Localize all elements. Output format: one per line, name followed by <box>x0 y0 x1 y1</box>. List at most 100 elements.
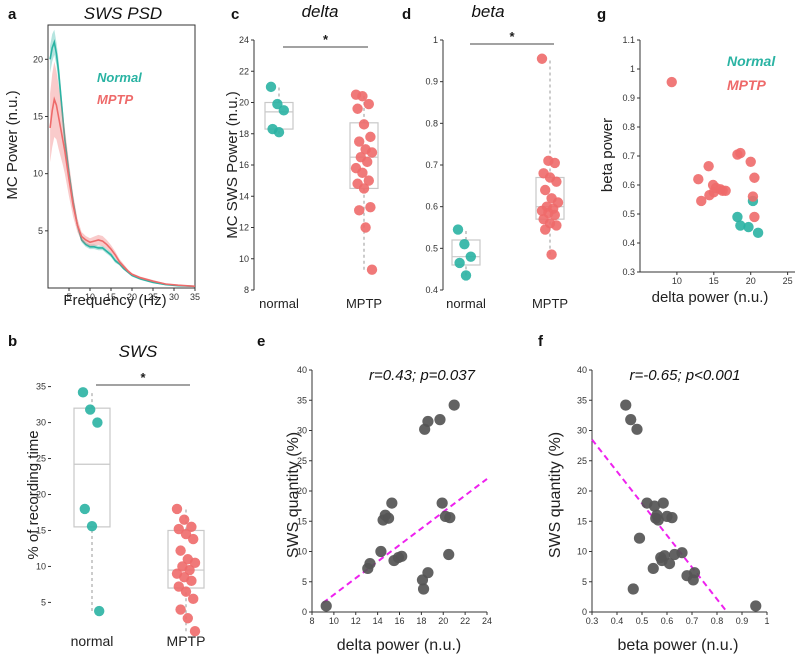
panel-a-ytick-label: 15 <box>33 111 43 121</box>
panel-f-xtick-label: 0.7 <box>686 616 699 626</box>
panel-f-ytick-label: 10 <box>577 547 587 557</box>
panel-a-axes-box <box>47 24 196 289</box>
data-point-all <box>652 514 664 526</box>
panel-a-legend-mptp: MPTP <box>97 92 133 107</box>
panel-c-ytick-label: 10 <box>239 254 249 264</box>
data-point-mptp <box>365 201 376 213</box>
panel-g-plot: 0.3 0.4 0.5 0.6 0.7 0.8 0.9 1 1.1 10 15 20 25 <box>622 35 795 286</box>
panel-a-legend-normal: Normal <box>97 70 142 85</box>
panel-g-xtick-label: 20 <box>746 276 756 286</box>
panel-e-plot: 0 5 10 15 20 25 30 35 40 8 10 12 14 16 18 20 22 24 <box>297 365 492 626</box>
data-point-mptp <box>749 211 760 223</box>
data-point-mptp <box>366 147 378 158</box>
panel-e-regression-line <box>322 478 488 604</box>
panel-g-ytick-label: 1 <box>630 64 635 74</box>
data-point-mptp <box>179 514 190 525</box>
panel-b-ytick-label: 10 <box>36 561 46 571</box>
panel-g-ytick-label: 0.5 <box>622 209 635 219</box>
panel-d-title: beta <box>471 2 504 21</box>
panel-g-xlabel: delta power (n.u.) <box>652 289 769 306</box>
data-point-mptp <box>354 136 365 147</box>
panel-e-xtick-label: 10 <box>329 616 339 626</box>
data-point-all <box>688 567 701 579</box>
data-point-all <box>364 558 376 570</box>
panel-d: d beta 0.4 0.5 0.6 0.7 0.8 0.9 1 normal MPTP * <box>402 2 568 311</box>
panel-g-ytick-label: 0.3 <box>622 267 635 277</box>
panel-f-ytick-label: 20 <box>577 486 587 496</box>
panel-b-ytick-label: 30 <box>36 418 46 428</box>
panel-e: e r=0.43; p=0.037 SWS quantity (%) delta… <box>257 333 492 654</box>
panel-a-xlabel: Frequency (Hz) <box>63 292 166 309</box>
panel-f-ytick-label: 40 <box>577 365 587 375</box>
data-point-normal <box>743 221 754 233</box>
panel-b-title: SWS <box>119 342 158 361</box>
data-point-mptp <box>536 53 548 64</box>
panel-f-plot: 0 5 10 15 20 25 30 35 40 0.3 0.4 0.5 0.6 0.7 0.8 0.9 1 <box>577 365 770 626</box>
panel-b-plot: 5 10 15 20 25 30 35 normal MPTP * <box>36 370 205 649</box>
panel-a-letter: a <box>8 6 17 23</box>
box-normal <box>73 407 111 528</box>
panel-e-ylabel: SWS quantity (%) <box>285 432 302 558</box>
data-point-normal <box>272 98 283 110</box>
panel-a: a SWS PSD MC Power (n.u.) Frequency (Hz)… <box>4 4 200 309</box>
panel-b-category-label: MPTP <box>167 633 206 649</box>
data-point-all <box>434 414 446 426</box>
data-point-mptp <box>362 156 373 168</box>
panel-c-ytick-label: 14 <box>239 191 249 201</box>
data-point-mptp <box>546 249 557 260</box>
panel-c-plot: 8 10 12 14 16 18 20 22 24 normal MPTP * <box>239 32 382 311</box>
panel-e-xtick-label: 12 <box>351 616 361 626</box>
data-point-mptp <box>360 222 371 233</box>
data-point-mptp <box>186 521 197 533</box>
panel-d-ytick-label: 0.8 <box>425 118 438 128</box>
panel-d-ytick-label: 0.7 <box>425 160 438 170</box>
panel-d-ytick-label: 0.5 <box>425 243 438 253</box>
data-point-mptp <box>188 593 199 605</box>
panel-e-ytick-label: 10 <box>297 547 307 557</box>
panel-b: b SWS % of recording time 5 10 15 20 25 30 35 n… <box>8 333 205 649</box>
data-point-normal <box>79 503 91 515</box>
panel-g-ytick-label: 0.8 <box>622 122 635 132</box>
data-point-all <box>443 548 455 561</box>
panel-f-ylabel: SWS quantity (%) <box>547 432 564 558</box>
data-point-mptp <box>693 174 704 185</box>
panel-f-annotation: r=-0.65; p<0.001 <box>630 367 741 384</box>
panel-g-legend-normal: Normal <box>727 53 776 69</box>
panel-g: g beta power delta power (n.u.) 0.30.40.… <box>597 6 795 306</box>
data-point-normal <box>273 126 285 138</box>
panel-f-xtick-label: 1 <box>764 616 769 626</box>
data-point-all <box>633 532 646 544</box>
panel-e-annotation: r=0.43; p=0.037 <box>369 367 476 384</box>
data-point-normal <box>86 520 98 532</box>
data-point-mptp <box>180 528 192 540</box>
panel-c-ytick-label: 16 <box>239 160 249 170</box>
data-point-all <box>396 550 408 562</box>
panel-d-category-label: MPTP <box>532 296 568 311</box>
panel-f-xtick-label: 0.4 <box>611 616 624 626</box>
data-point-all <box>750 600 762 612</box>
psd-line-normal <box>49 39 196 288</box>
data-point-all <box>386 497 398 509</box>
panel-d-ytick-label: 0.6 <box>425 202 438 212</box>
data-point-mptp <box>184 564 195 576</box>
data-point-normal <box>732 211 743 223</box>
data-point-mptp <box>551 220 562 231</box>
data-point-mptp <box>180 586 192 597</box>
panel-g-xtick-label: 15 <box>709 276 719 286</box>
panel-f-xlabel: beta power (n.u.) <box>618 637 739 654</box>
panel-f-regression-line <box>591 438 728 613</box>
data-point-mptp <box>189 625 201 637</box>
panel-b-category-label: normal <box>71 633 114 649</box>
panel-a-xtick-label: 15 <box>106 292 116 302</box>
panel-e-xtick-label: 14 <box>373 616 383 626</box>
panel-a-ytick-label: 5 <box>38 226 43 236</box>
panel-c-ytick-label: 12 <box>239 223 249 233</box>
panel-e-ytick-label: 20 <box>297 486 307 496</box>
panel-e-ytick-label: 15 <box>297 516 307 526</box>
panel-b-ytick-label: 25 <box>36 454 46 464</box>
panel-e-ytick-label: 35 <box>297 395 307 405</box>
panel-c-category-label: normal <box>259 296 299 311</box>
data-point-all <box>625 414 637 426</box>
panel-f-xtick-label: 0.8 <box>711 616 724 626</box>
